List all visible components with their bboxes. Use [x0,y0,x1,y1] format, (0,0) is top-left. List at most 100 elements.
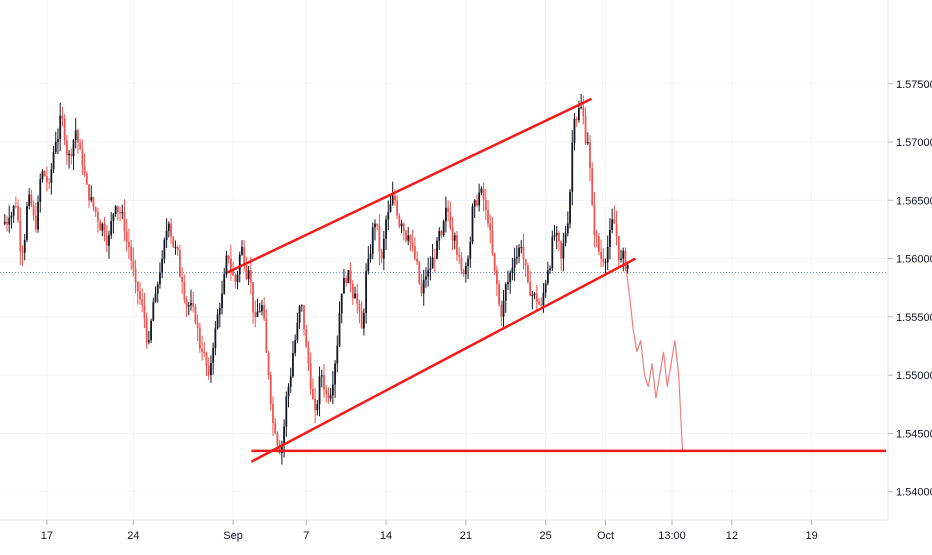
candle-body [351,283,354,299]
candle-body [538,301,540,305]
candle-body [620,258,622,261]
candle-body [152,302,155,321]
candle-body [456,235,458,255]
candle-body [307,347,310,364]
candle-body [194,306,197,323]
channel-lower-trendline [250,257,637,463]
candle-body [480,188,483,193]
candle-body [405,230,407,241]
candle-body [210,363,212,376]
candle-body [482,188,485,201]
candle-body [196,322,199,328]
x-tick-label: Sep [223,530,243,542]
candle-body [223,274,226,294]
candle-body [420,283,423,294]
candle-body [218,308,221,315]
candle-body [119,212,121,214]
candle-body [382,238,385,259]
candle-body [285,396,288,427]
candle-body [458,254,461,257]
candle-body [533,293,536,295]
x-tick-label: Oct [597,530,614,542]
candle-body [460,256,463,271]
candle-body [261,305,263,312]
candle-body [283,426,285,446]
trendline-drawings[interactable] [226,97,886,463]
y-axis-ticks[interactable]: 1.57500 1.57000 1.56500 1.56000 1.55500 1.550… [888,79,932,499]
candle-body [500,304,503,317]
candle-body [170,223,172,237]
candle-body [174,246,177,248]
candle-body [81,149,84,166]
candle-body [110,221,113,236]
candle-body [88,184,90,201]
y-tick-label: 1.56500 [896,195,932,207]
candle-body [243,246,246,266]
candle-body [265,319,268,353]
candle-body [484,200,487,211]
x-axis-ticks[interactable]: 17 24 Sep 7 14 21 25 Oct 13:00 12 19 [41,520,818,542]
candle-body [212,347,215,364]
candle-body [595,235,598,237]
candle-body [467,258,469,266]
candle-body [232,269,234,276]
candle-body [176,246,179,251]
candle-body [582,107,585,117]
candle-body [422,279,425,294]
candle-body [150,320,152,341]
candle-body [509,272,512,282]
candle-body [292,353,294,377]
candle-body [329,395,332,399]
candle-body [573,118,576,143]
candle-body [287,386,290,397]
candle-body [597,236,600,253]
candle-body [198,327,201,349]
candle-body [305,329,308,348]
candle-body [190,302,192,306]
candle-body [61,115,64,119]
candle-body [179,250,181,278]
candle-body [365,271,367,313]
y-tick-label: 1.57000 [896,137,932,149]
candle-body [540,304,543,306]
candle-body [65,140,68,156]
candle-body [591,168,594,205]
candle-body [52,152,55,170]
candle-body [276,433,279,445]
candle-body [320,375,323,377]
candle-body [380,251,383,259]
candle-body [562,243,565,259]
candle-body [3,221,6,224]
candle-body [520,246,523,248]
candle-body [37,201,39,230]
candles [3,93,629,465]
candle-body [347,270,350,283]
candle-body [429,268,432,271]
candle-body [23,239,26,253]
candle-body [478,192,481,206]
candle-body [589,142,591,169]
candle-body [17,206,19,221]
y-tick-label: 1.55000 [896,370,932,382]
candle-body [586,142,589,144]
candle-body [136,281,139,291]
candle-body [272,403,274,423]
candle-body [580,107,583,109]
candle-body [28,194,31,207]
candle-body [185,299,188,307]
candle-body [451,228,454,241]
candle-body [409,235,412,243]
candle-body [546,270,549,284]
candle-body [19,220,22,252]
candle-body [334,363,336,385]
candle-body [249,270,252,283]
candle-body [387,211,390,220]
candle-body [615,223,618,237]
candle-body [63,118,66,141]
candle-body [425,276,427,280]
candle-body [83,165,86,174]
candle-body [156,284,159,294]
candle-body [12,206,15,216]
